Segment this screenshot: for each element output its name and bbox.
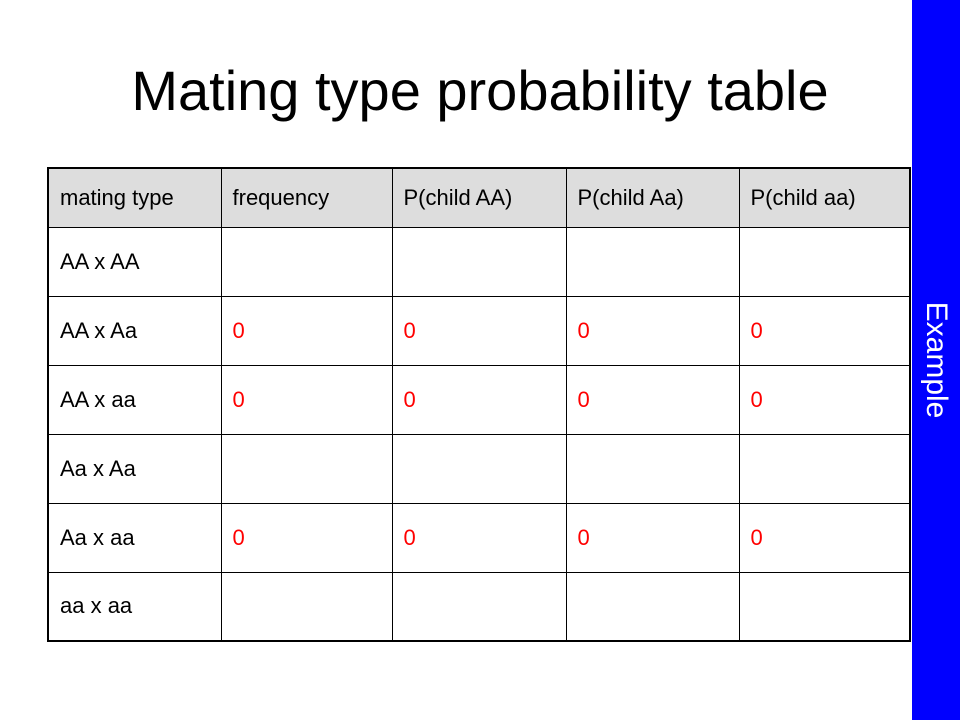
mating-type-cell: AA x AA (47, 226, 222, 297)
p-child-AA-cell: 0 (391, 364, 567, 435)
table-row: AA x aa 0 0 0 0 (47, 364, 911, 435)
p-child-Aa-cell (565, 571, 740, 642)
header-mating-type: mating type (47, 167, 222, 228)
side-label: Example (920, 301, 953, 419)
p-child-AA-cell: 0 (391, 502, 567, 573)
table-row: AA x Aa 0 0 0 0 (47, 295, 911, 366)
p-child-aa-cell (738, 571, 911, 642)
table-header-row: mating type frequency P(child AA) P(chil… (47, 167, 911, 228)
p-child-AA-cell: 0 (391, 295, 567, 366)
p-child-Aa-cell (565, 226, 740, 297)
p-child-AA-cell (391, 571, 567, 642)
frequency-cell (220, 433, 393, 504)
slide-title: Mating type probability table (131, 59, 829, 122)
p-child-AA-cell (391, 433, 567, 504)
header-frequency: frequency (220, 167, 393, 228)
frequency-cell (220, 226, 393, 297)
p-child-Aa-cell: 0 (565, 295, 740, 366)
table-row: AA x AA (47, 226, 911, 297)
mating-type-cell: Aa x Aa (47, 433, 222, 504)
header-p-child-aa: P(child aa) (738, 167, 911, 228)
p-child-Aa-cell (565, 433, 740, 504)
side-band (912, 0, 960, 720)
frequency-cell: 0 (220, 364, 393, 435)
table-row: aa x aa (47, 571, 911, 642)
table-row: Aa x Aa (47, 433, 911, 504)
mating-type-cell: AA x Aa (47, 295, 222, 366)
p-child-aa-cell: 0 (738, 502, 911, 573)
p-child-AA-cell (391, 226, 567, 297)
header-p-child-AA: P(child AA) (391, 167, 567, 228)
p-child-aa-cell (738, 433, 911, 504)
mating-type-cell: AA x aa (47, 364, 222, 435)
mating-type-cell: aa x aa (47, 571, 222, 642)
p-child-aa-cell: 0 (738, 295, 911, 366)
p-child-Aa-cell: 0 (565, 364, 740, 435)
frequency-cell: 0 (220, 502, 393, 573)
frequency-cell: 0 (220, 295, 393, 366)
table-row: Aa x aa 0 0 0 0 (47, 502, 911, 573)
p-child-aa-cell: 0 (738, 364, 911, 435)
mating-type-cell: Aa x aa (47, 502, 222, 573)
frequency-cell (220, 571, 393, 642)
header-p-child-Aa: P(child Aa) (565, 167, 740, 228)
p-child-aa-cell (738, 226, 911, 297)
probability-table: mating type frequency P(child AA) P(chil… (47, 167, 911, 642)
p-child-Aa-cell: 0 (565, 502, 740, 573)
